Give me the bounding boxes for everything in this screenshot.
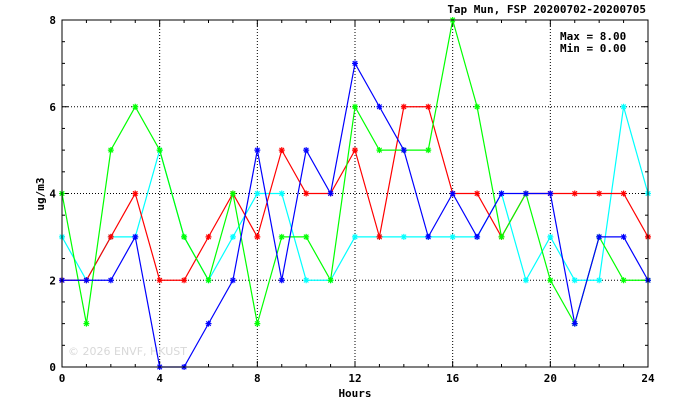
data-point [400, 103, 407, 110]
data-point [229, 277, 236, 284]
data-point [474, 233, 481, 240]
data-point [352, 233, 358, 240]
max-label: Max = 8.00 [560, 30, 626, 43]
data-point [303, 190, 310, 197]
data-point [181, 277, 188, 284]
data-point [474, 190, 481, 197]
y-tick-label: 0 [49, 361, 56, 374]
x-tick-label: 8 [254, 372, 261, 385]
data-point [376, 233, 383, 240]
data-point [278, 277, 285, 284]
data-point [352, 147, 358, 154]
data-point [596, 190, 603, 197]
y-tick-label: 4 [49, 188, 56, 201]
data-point [327, 190, 334, 197]
data-point [205, 320, 212, 327]
data-point [83, 277, 90, 284]
data-point [132, 103, 139, 110]
data-point [596, 277, 603, 284]
x-tick-label: 24 [641, 372, 655, 385]
data-point [156, 147, 163, 154]
data-point [449, 190, 456, 197]
data-point [132, 190, 139, 197]
data-point [571, 190, 578, 197]
data-point [620, 103, 627, 110]
data-point [303, 277, 310, 284]
data-point [620, 190, 627, 197]
data-point [522, 277, 529, 284]
data-point [156, 277, 163, 284]
data-point [547, 233, 554, 240]
data-point [107, 277, 114, 284]
data-point [254, 147, 261, 154]
data-point [303, 147, 310, 154]
data-point [571, 320, 578, 327]
data-point [132, 233, 139, 240]
data-point [547, 190, 554, 197]
min-label: Min = 0.00 [560, 42, 626, 55]
data-point [425, 103, 432, 110]
data-point [449, 233, 456, 240]
x-tick-labels: 0 4 8 12 16 20 24 [59, 372, 655, 385]
data-point [352, 103, 358, 110]
x-tick-label: 4 [156, 372, 163, 385]
data-point [254, 233, 261, 240]
data-point [620, 233, 627, 240]
y-axis-title: ug/m3 [34, 177, 47, 210]
x-axis-title: Hours [338, 387, 371, 400]
grid [62, 20, 648, 367]
data-point [498, 190, 505, 197]
data-point [376, 147, 383, 154]
data-point [400, 233, 407, 240]
data-point [400, 147, 407, 154]
data-point [303, 233, 310, 240]
chart-title: Tap Mun, FSP 20200702-20200705 [447, 3, 646, 16]
data-point [474, 103, 481, 110]
data-point [107, 147, 114, 154]
data-point [498, 233, 505, 240]
data-point [620, 277, 627, 284]
data-point [352, 60, 358, 67]
data-point [425, 147, 432, 154]
data-point [425, 233, 432, 240]
data-point [547, 277, 554, 284]
data-point [522, 190, 529, 197]
data-point [229, 233, 236, 240]
data-point [571, 277, 578, 284]
data-point [83, 320, 90, 327]
watermark: © 2026 ENVF, HKUST [68, 345, 187, 358]
data-point [254, 320, 261, 327]
x-tick-label: 0 [59, 372, 66, 385]
plot-frame [61, 19, 649, 368]
y-tick-label: 8 [49, 14, 56, 27]
y-tick-labels: 0 2 4 6 8 [49, 14, 56, 374]
data-point [107, 233, 114, 240]
data-point [596, 233, 603, 240]
y-tick-label: 6 [49, 101, 56, 114]
x-tick-label: 16 [446, 372, 460, 385]
y-tick-label: 2 [49, 274, 56, 287]
data-point [254, 190, 261, 197]
x-tick-label: 12 [348, 372, 361, 385]
x-tick-label: 20 [544, 372, 557, 385]
data-point [278, 233, 285, 240]
data-point [376, 103, 383, 110]
data-point [278, 147, 285, 154]
data-point [205, 233, 212, 240]
data-point [229, 190, 236, 197]
data-point [327, 277, 334, 284]
data-point [278, 190, 285, 197]
data-point [205, 277, 212, 284]
data-point [181, 233, 188, 240]
